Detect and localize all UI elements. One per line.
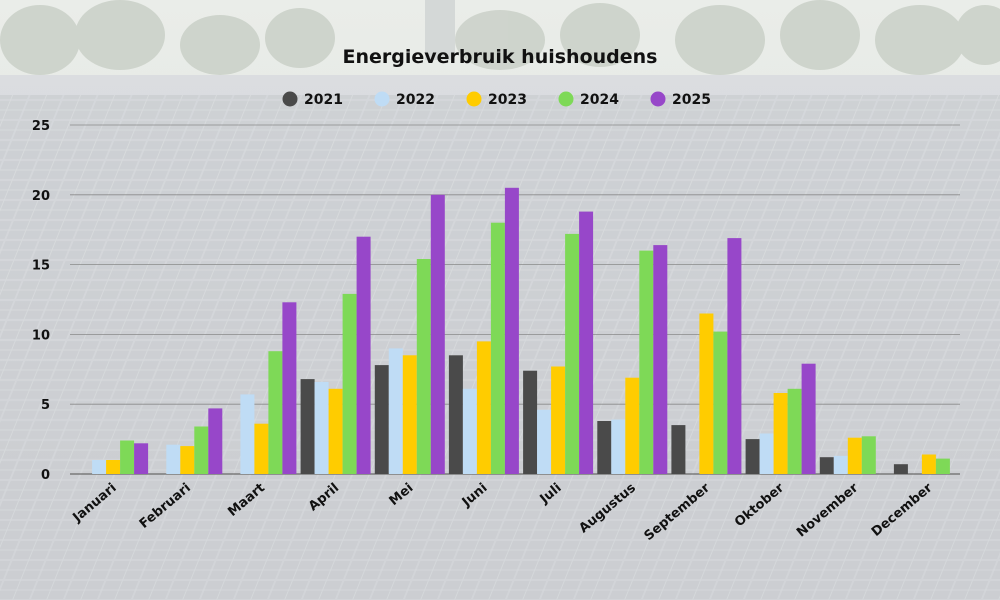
bar-2024-juni xyxy=(490,222,505,474)
y-tick-label: 0 xyxy=(41,468,50,483)
x-tick-label: April xyxy=(306,481,342,515)
bar-2025-april xyxy=(356,236,371,474)
chart-title: Energieverbruik huishoudens xyxy=(343,46,658,68)
bar-2023-februari xyxy=(180,446,195,474)
bar-2021-mei xyxy=(374,365,389,474)
legend-item-2025: 2025 xyxy=(650,91,711,108)
bar-2021-oktober xyxy=(745,439,760,474)
bar-2023-juli xyxy=(551,366,566,474)
x-tick-label: December xyxy=(869,480,936,540)
bar-2022-november xyxy=(833,455,848,474)
legend-marker xyxy=(282,91,298,107)
bar-2025-februari xyxy=(208,408,223,474)
bar-2023-augustus xyxy=(625,377,640,474)
bar-2022-oktober xyxy=(759,433,774,474)
chart-legend: 2021 2022 2023 2024 2025 xyxy=(282,91,711,108)
bar-2024-februari xyxy=(194,426,209,474)
bar-2023-januari xyxy=(106,460,121,474)
bar-2021-juli xyxy=(523,370,538,474)
bar-2024-mei xyxy=(416,259,431,474)
bar-2021-juni xyxy=(448,355,463,474)
bar-2023-oktober xyxy=(773,393,788,474)
bar-2023-september xyxy=(699,313,714,474)
y-axis-ticks: 0 5 10 15 20 25 xyxy=(32,119,50,483)
x-tick-label: November xyxy=(794,480,862,540)
bar-2024-december xyxy=(935,458,950,474)
bar-2024-maart xyxy=(268,351,283,474)
legend-marker xyxy=(374,91,390,107)
x-tick-label: Januari xyxy=(70,481,120,526)
bar-2022-augustus xyxy=(611,419,626,474)
bar-2022-juni xyxy=(462,388,477,474)
bar-2025-mei xyxy=(430,194,445,475)
x-tick-label: Februari xyxy=(137,481,194,532)
bar-2024-november xyxy=(861,436,876,474)
x-tick-label: Oktober xyxy=(732,480,788,530)
legend-item-2024: 2024 xyxy=(558,91,619,108)
y-tick-label: 15 xyxy=(32,259,50,274)
bar-2022-februari xyxy=(166,444,181,474)
x-tick-label: Augustus xyxy=(576,480,639,536)
legend-label: 2022 xyxy=(396,92,435,108)
bar-2024-april xyxy=(342,293,357,474)
legend-label: 2025 xyxy=(672,92,711,108)
legend-marker xyxy=(466,91,482,107)
bar-2022-juli xyxy=(537,409,552,474)
legend-label: 2023 xyxy=(488,92,527,108)
legend-marker xyxy=(558,91,574,107)
bar-2025-september xyxy=(727,238,742,474)
legend-label: 2024 xyxy=(580,92,619,108)
x-tick-label: Juli xyxy=(537,481,565,508)
y-tick-label: 10 xyxy=(32,328,50,343)
x-tick-label: Mei xyxy=(387,481,417,509)
bar-2022-maart xyxy=(240,394,255,474)
bar-2024-september xyxy=(713,331,728,474)
bar-2023-november xyxy=(847,437,862,474)
legend-label: 2021 xyxy=(304,92,343,108)
bar-2022-mei xyxy=(388,348,403,474)
x-tick-label: Juni xyxy=(459,481,491,511)
bar-2024-juli xyxy=(565,233,580,474)
bar-2025-maart xyxy=(282,302,297,474)
bar-2024-januari xyxy=(120,440,135,474)
bar-2025-oktober xyxy=(801,363,816,474)
y-tick-label: 25 xyxy=(32,119,50,134)
y-tick-label: 20 xyxy=(32,189,50,204)
bars xyxy=(92,187,950,475)
bar-2023-juni xyxy=(476,341,491,474)
bar-2023-april xyxy=(328,388,343,474)
x-axis-labels: Januari Februari Maart April Mei Juni Juli Augu… xyxy=(70,480,936,544)
bar-2021-december xyxy=(893,464,908,474)
legend-marker xyxy=(650,91,666,107)
x-tick-label: September xyxy=(642,480,714,544)
bar-2021-september xyxy=(671,425,686,474)
bar-2021-november xyxy=(819,457,834,474)
bar-2025-augustus xyxy=(653,245,668,474)
bar-2021-april xyxy=(300,379,315,474)
bar-2022-januari xyxy=(92,460,107,474)
bar-2024-oktober xyxy=(787,388,802,474)
bar-2023-december xyxy=(921,454,936,474)
bar-2021-augustus xyxy=(597,421,612,474)
legend-item-2023: 2023 xyxy=(466,91,527,108)
y-tick-label: 5 xyxy=(41,398,50,413)
x-tick-label: Maart xyxy=(225,481,268,520)
bar-2022-april xyxy=(314,381,329,474)
bar-2024-augustus xyxy=(639,250,654,474)
bar-2023-maart xyxy=(254,423,269,474)
legend-item-2021: 2021 xyxy=(282,91,343,108)
bar-2023-mei xyxy=(402,355,417,474)
legend-item-2022: 2022 xyxy=(374,91,435,108)
bar-2025-januari xyxy=(134,443,149,474)
bar-2025-juni xyxy=(504,187,519,475)
bar-2025-juli xyxy=(579,211,594,474)
